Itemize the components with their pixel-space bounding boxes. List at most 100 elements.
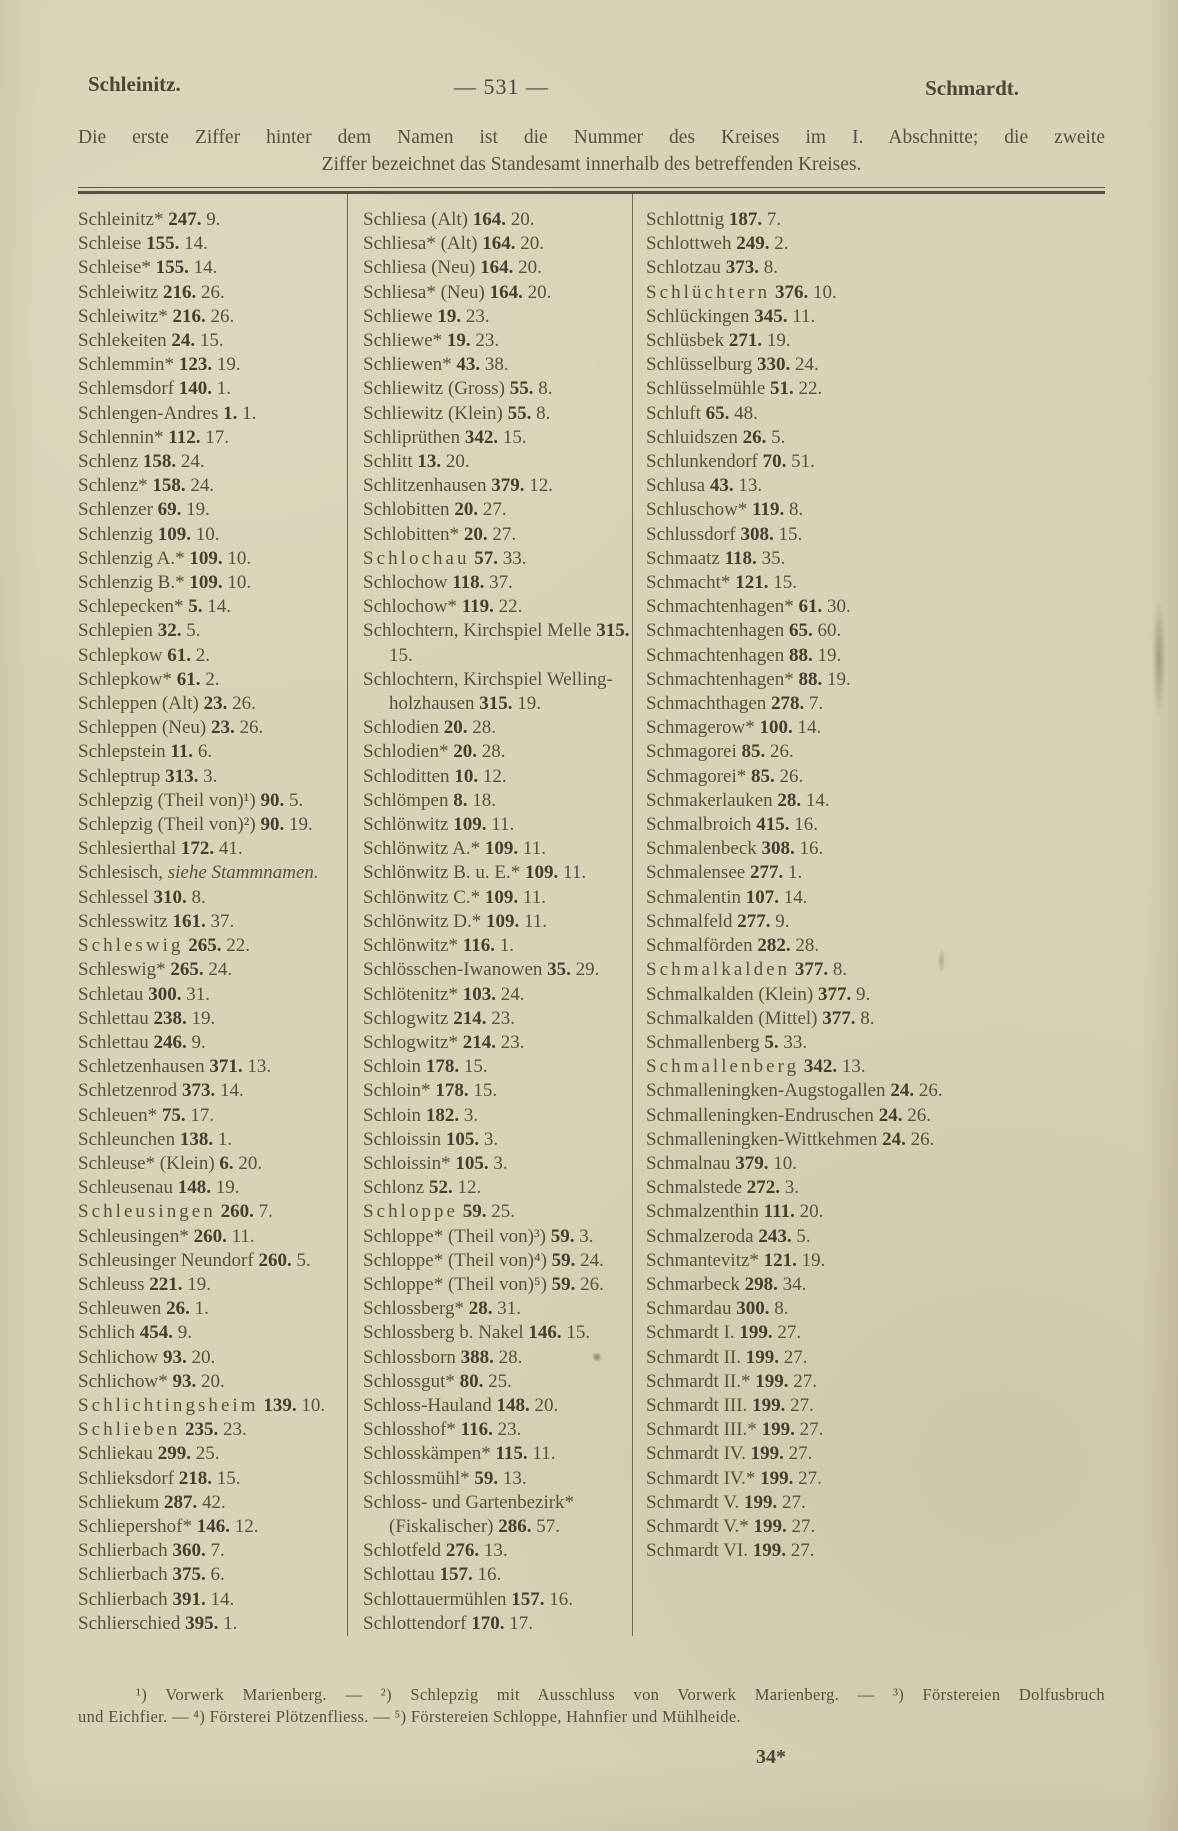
index-entry: Schlottnig 187. 7. [646, 208, 972, 232]
standesamt-number: 27. [791, 1515, 816, 1537]
standesamt-number: 12. [529, 475, 553, 497]
index-entry: Schlettau 246. 9. [78, 1031, 347, 1055]
standesamt-number: 16. [794, 814, 819, 836]
footnotes: ¹) Vorwerk Marienberg. — ²) Schlepzig mi… [78, 1684, 1105, 1728]
index-entry: Schlösschen-Iwanowen 35. 29. [363, 958, 632, 982]
standesamt-number: 10. [227, 572, 252, 594]
index-entry: Schmachthagen 278. 7. [646, 692, 972, 716]
standesamt-number: 10. [195, 523, 220, 545]
place-name: Schlichow [78, 1346, 159, 1368]
standesamt-number: 9. [206, 209, 221, 230]
place-name: Schliesa* (Neu) [363, 281, 485, 303]
standesamt-number: 20. [200, 1370, 225, 1392]
kreis-number: 276. [445, 1540, 480, 1562]
index-entry: Schlepecken* 5. 14. [78, 595, 347, 619]
index-entry: Schlichtingsheim 139. 10. [78, 1394, 347, 1418]
index-column-2: Schliesa (Alt) 164. 20. Schliesa* (Alt) 1… [347, 194, 632, 1636]
kreis-number: 109. [453, 814, 487, 836]
kreis-number: 155. [146, 233, 180, 255]
place-name: Schmardt II.* [646, 1370, 751, 1392]
index-entry: Schlömpen 8. 18. [363, 789, 632, 813]
index-entry: Schlesswitz 161. 37. [78, 910, 347, 934]
kreis-number: 65. [705, 402, 730, 424]
place-name: Schloin [363, 1056, 422, 1078]
kreis-number: 109. [484, 838, 519, 860]
standesamt-number: 13. [841, 1056, 866, 1078]
index-entry: Schleusinger Neundorf 260. 5. [78, 1249, 347, 1273]
intro-line-2: Ziffer bezeichnet das Standesamt innerha… [321, 154, 862, 175]
standesamt-number: 60. [817, 620, 842, 642]
kreis-number: 286. [498, 1515, 532, 1537]
standesamt-number: 11. [792, 305, 816, 327]
kreis-number: 19. [437, 305, 462, 327]
standesamt-number: 22. [226, 935, 250, 957]
kreis-number: 395. [185, 1612, 219, 1634]
kreis-number: 199. [744, 1491, 778, 1513]
kreis-number: 88. [798, 668, 823, 690]
index-entry: Schleuse* (Klein) 6. 20. [78, 1152, 347, 1176]
standesamt-number: 24. [580, 1249, 604, 1271]
kreis-number: 8. [453, 789, 468, 811]
index-entry: Schmantevitz* 121. 19. [646, 1249, 972, 1273]
index-entry: Schletzenhausen 371. 13. [78, 1055, 347, 1079]
place-name: Schlenzig [78, 523, 153, 545]
standesamt-number: 10. [301, 1394, 326, 1416]
standesamt-number: 8. [860, 1007, 875, 1029]
place-name: Schmardt III. [646, 1394, 748, 1416]
index-entry: Schloissin* 105. 3. [363, 1152, 632, 1176]
kreis-number: 24. [890, 1080, 915, 1102]
place-name: Schliesa (Neu) [363, 257, 476, 279]
standesamt-number: 17. [509, 1612, 533, 1634]
index-entry: Schmachtenhagen 65. 60. [646, 619, 972, 643]
place-name: Schluidszen [646, 426, 738, 448]
kreis-number: 100. [759, 717, 793, 739]
place-name: Schmaatz [646, 547, 720, 569]
kreis-number: 139. [263, 1394, 297, 1416]
place-name: Schmalleningken-Wittkehmen [646, 1128, 878, 1150]
index-entry: Schliewe 19. 23. [363, 305, 632, 329]
place-name: Schloppe* (Theil von)⁴) [363, 1249, 547, 1271]
kreis-number: 415. [756, 814, 790, 836]
kreis-number: 265. [170, 959, 204, 981]
kreis-number: 116. [460, 1419, 493, 1441]
index-entry: Schliprüthen 342. 15. [363, 426, 632, 450]
standesamt-number: 5. [796, 1225, 811, 1247]
standesamt-number: 5. [296, 1249, 311, 1271]
place-name: Schlobitten [363, 499, 450, 521]
kreis-number: 109. [485, 910, 520, 932]
index-entry: Schleusingen 260. 7. [78, 1200, 347, 1224]
standesamt-number: 26. [239, 717, 264, 739]
place-name: Schmagorei [646, 741, 737, 763]
standesamt-number: 26. [779, 765, 804, 787]
index-entry: Schloin 178. 15. [363, 1055, 632, 1079]
kreis-number: 26. [742, 426, 767, 448]
place-name: Schlodien* [363, 741, 449, 763]
place-name: Schluschow* [646, 499, 748, 521]
footnote-line-2: und Eichfier. — ⁴) Försterei Plötzenflie… [78, 1706, 741, 1726]
index-entry: Schleppen (Alt) 23. 26. [78, 692, 347, 716]
standesamt-number: 14. [184, 233, 208, 255]
place-name: Schlierbach [78, 1564, 168, 1586]
place-name: Schloss-Hauland [363, 1394, 492, 1416]
place-name: Schlogwitz [363, 1007, 449, 1029]
standesamt-number: 14. [207, 596, 232, 618]
kreis-number: 315. [596, 620, 630, 642]
standesamt-number: 33. [783, 1031, 808, 1053]
kreis-number: 155. [155, 257, 189, 279]
place-name: Schlettau [78, 1031, 149, 1053]
index-entry: Schlesierthal 172. 41. [78, 837, 347, 861]
place-name: Schleuse* (Klein) [78, 1152, 215, 1174]
kreis-number: 69. [157, 499, 182, 521]
standesamt-number: 27. [492, 523, 517, 545]
kreis-number: 138. [179, 1128, 214, 1150]
index-entry: Schletzenrod 373. 14. [78, 1079, 347, 1103]
place-name: Schmalfeld [646, 910, 733, 932]
kreis-number: 282. [757, 935, 791, 957]
standesamt-number: 3. [493, 1152, 508, 1174]
standesamt-number: 20. [191, 1346, 216, 1368]
index-entry: Schmaatz 118. 35. [646, 547, 972, 571]
index-entry: Schlepstein 11. 6. [78, 740, 347, 764]
kreis-number: 373. [181, 1080, 216, 1102]
index-entry: Schlötenitz* 103. 24. [363, 983, 632, 1007]
standesamt-number: 14. [783, 886, 808, 908]
